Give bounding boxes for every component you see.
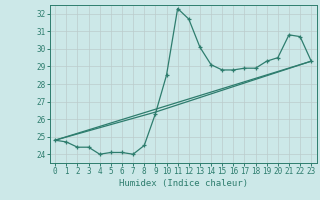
X-axis label: Humidex (Indice chaleur): Humidex (Indice chaleur) bbox=[119, 179, 248, 188]
